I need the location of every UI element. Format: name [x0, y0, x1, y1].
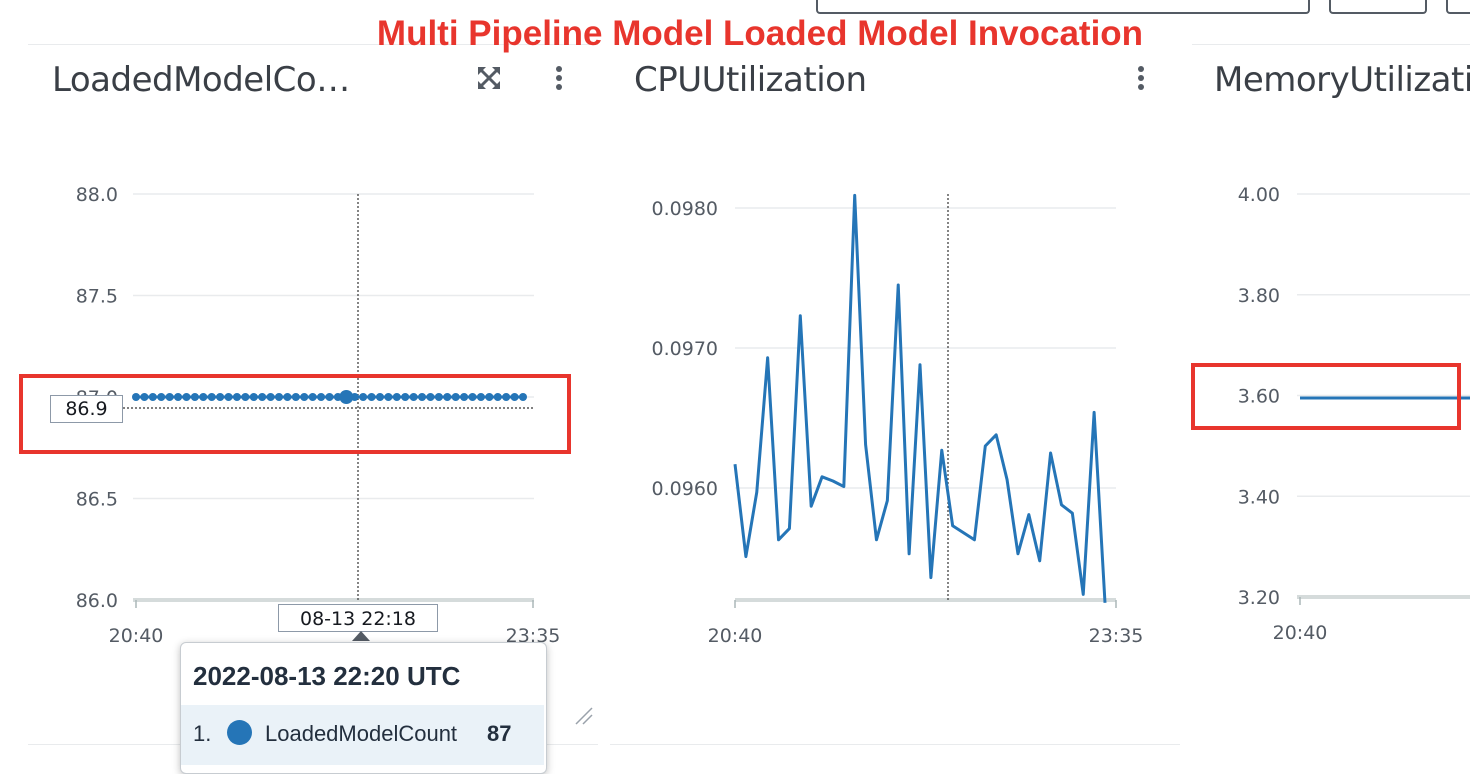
data-point [266, 393, 275, 401]
data-point [426, 393, 435, 401]
data-point [510, 393, 519, 401]
data-point [451, 393, 460, 401]
x-tick-label: 20:40 [109, 625, 164, 647]
data-point [291, 393, 300, 401]
data-point [157, 393, 166, 401]
x-tick-label: 20:40 [1273, 622, 1328, 644]
data-point [190, 393, 199, 401]
data-point [232, 393, 241, 401]
y-tick-label: 86.0 [76, 590, 118, 612]
y-tick-label: 87.5 [76, 286, 118, 308]
data-point [199, 393, 208, 401]
widget-top-border [1192, 44, 1470, 45]
widget-bottom-border [610, 744, 1180, 745]
tooltip-timestamp: 2022-08-13 22:20 UTC [193, 661, 461, 691]
data-point [359, 393, 368, 401]
data-point [275, 393, 284, 401]
data-point [258, 393, 267, 401]
data-point [241, 393, 250, 401]
y-tick-label: 3.40 [1238, 486, 1280, 508]
data-point [140, 393, 149, 401]
data-point [493, 393, 502, 401]
annotation-box [1191, 363, 1461, 430]
y-tick-label: 3.60 [1238, 386, 1280, 408]
tooltip-metric-value: 87 [487, 721, 512, 746]
data-point [502, 393, 511, 401]
data-point [485, 393, 494, 401]
data-point [392, 393, 401, 401]
data-point [132, 393, 140, 401]
x-tick-label: 20:40 [708, 625, 763, 647]
data-point [401, 393, 410, 401]
data-point [350, 393, 359, 401]
data-point [174, 393, 183, 401]
data-point [468, 393, 477, 401]
x-tick-label: 23:35 [506, 625, 561, 647]
crosshair-pointer-icon [352, 631, 370, 641]
series-color-icon [227, 720, 252, 745]
widget-top-border [28, 44, 598, 45]
memory-utilization-chart[interactable]: 4.00 3.80 3.60 3.40 3.20 20:40 [1180, 0, 1470, 752]
expand-icon[interactable] [474, 63, 504, 93]
data-point [418, 393, 427, 401]
data-point [300, 393, 309, 401]
data-point [476, 393, 485, 401]
data-point [409, 393, 418, 401]
y-tick-label: 88.0 [76, 184, 118, 206]
data-point [224, 393, 233, 401]
data-point [207, 393, 216, 401]
y-tick-label: 86.5 [76, 489, 118, 511]
more-options-icon[interactable] [556, 66, 562, 93]
series-line [733, 193, 1107, 603]
more-options-icon[interactable] [1138, 66, 1144, 93]
widget-title-memory-utilization: MemoryUtilizati [1214, 60, 1470, 100]
data-point [519, 393, 527, 401]
data-point [182, 393, 191, 401]
data-point [375, 393, 384, 401]
data-point [317, 393, 326, 401]
widget-title-cpu-utilization: CPUUtilization [634, 60, 867, 100]
data-point [249, 393, 258, 401]
data-point [443, 393, 452, 401]
y-tick-label: 3.80 [1238, 285, 1280, 307]
data-point [165, 393, 174, 401]
tooltip-metric-name: LoadedModelCount [265, 721, 458, 746]
data-point [216, 393, 225, 401]
resize-handle-icon[interactable] [572, 704, 596, 728]
x-tick-label: 23:35 [1089, 625, 1144, 647]
y-tick-label: 0.0960 [652, 478, 718, 500]
y-tick-label: 0.0970 [652, 338, 718, 360]
cpu-utilization-chart[interactable]: 0.0980 0.0970 0.0960 20:40 23:35 [600, 0, 1180, 752]
data-point [148, 393, 157, 401]
data-point [460, 393, 469, 401]
y-tick-label: 4.00 [1238, 184, 1280, 206]
tooltip-row: 1. LoadedModelCount 87 [181, 705, 544, 765]
data-point [325, 393, 334, 401]
crosshair-time-label: 08-13 22:18 [278, 604, 438, 632]
annotation-box [19, 374, 571, 454]
y-tick-label: 3.20 [1238, 587, 1280, 609]
hover-value-label: 86.9 [50, 395, 123, 423]
annotation-banner: Multi Pipeline Model Loaded Model Invoca… [376, 14, 1144, 53]
y-tick-label: 0.0980 [652, 198, 718, 220]
data-point [434, 393, 443, 401]
data-point [283, 393, 292, 401]
datapoint-tooltip: 2022-08-13 22:20 UTC 1. LoadedModelCount… [180, 642, 547, 774]
top-button-2[interactable] [1446, 0, 1470, 14]
data-point [367, 393, 376, 401]
search-field-top[interactable] [816, 0, 1310, 14]
data-point [339, 390, 354, 404]
top-button[interactable] [1329, 0, 1427, 14]
tooltip-index: 1. [193, 721, 212, 746]
data-point [384, 393, 393, 401]
data-point [308, 393, 317, 401]
widget-title-loaded-model-count: LoadedModelCo… [52, 60, 350, 100]
